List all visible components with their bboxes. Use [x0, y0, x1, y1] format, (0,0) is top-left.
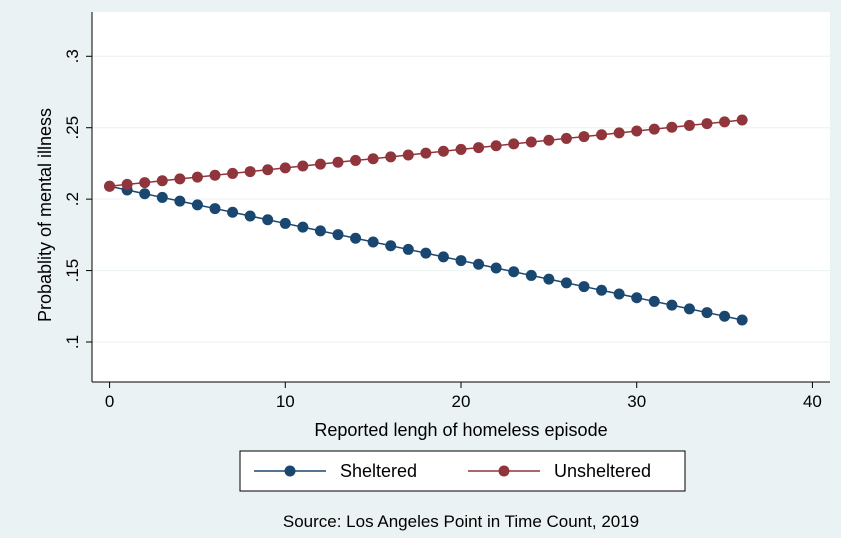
data-point-sheltered	[139, 188, 151, 200]
data-point-unsheltered	[314, 158, 326, 170]
data-point-sheltered	[367, 236, 379, 248]
x-tick-label: 40	[803, 392, 822, 411]
data-point-unsheltered	[191, 171, 203, 183]
data-point-unsheltered	[209, 169, 221, 181]
data-point-sheltered	[332, 229, 344, 241]
data-point-unsheltered	[104, 180, 116, 192]
data-point-sheltered	[227, 206, 239, 218]
data-point-unsheltered	[525, 136, 537, 148]
data-point-sheltered	[174, 195, 186, 207]
data-point-unsheltered	[121, 178, 133, 190]
data-point-sheltered	[279, 217, 291, 229]
plot-area	[92, 12, 830, 382]
data-point-unsheltered	[262, 164, 274, 176]
data-point-unsheltered	[420, 147, 432, 159]
data-point-sheltered	[736, 314, 748, 326]
axes: .1 .15 .2 .25 .3 0 10 20 30 40	[63, 12, 830, 411]
data-point-unsheltered	[297, 160, 309, 172]
data-point-unsheltered	[350, 154, 362, 166]
data-point-sheltered	[490, 262, 502, 274]
data-point-unsheltered	[596, 129, 608, 141]
data-point-unsheltered	[701, 118, 713, 130]
x-tick-label: 10	[276, 392, 295, 411]
data-point-sheltered	[525, 269, 537, 281]
y-tick-label: .2	[63, 192, 82, 206]
data-point-sheltered	[385, 240, 397, 252]
data-point-sheltered	[314, 225, 326, 237]
y-tick-label: .15	[63, 259, 82, 283]
data-point-sheltered	[191, 199, 203, 211]
data-point-unsheltered	[367, 153, 379, 165]
data-point-sheltered	[683, 303, 695, 315]
source-note: Source: Los Angeles Point in Time Count,…	[283, 512, 639, 531]
data-point-sheltered	[560, 277, 572, 289]
data-point-unsheltered	[560, 132, 572, 144]
data-point-sheltered	[648, 295, 660, 307]
data-point-sheltered	[244, 210, 256, 222]
legend-marker-unsheltered	[498, 465, 510, 477]
data-point-sheltered	[666, 299, 678, 311]
data-point-sheltered	[402, 243, 414, 255]
data-point-unsheltered	[508, 138, 520, 150]
data-point-sheltered	[508, 266, 520, 278]
y-axis-label: Probablity of mental illness	[35, 108, 55, 322]
data-point-unsheltered	[279, 162, 291, 174]
data-point-sheltered	[455, 255, 467, 267]
data-point-unsheltered	[174, 173, 186, 185]
data-point-sheltered	[596, 284, 608, 296]
data-point-unsheltered	[455, 143, 467, 155]
data-point-unsheltered	[543, 134, 555, 146]
data-point-unsheltered	[736, 114, 748, 126]
data-point-unsheltered	[156, 175, 168, 187]
data-point-sheltered	[420, 247, 432, 259]
data-point-sheltered	[437, 251, 449, 263]
y-tick-label: .1	[63, 335, 82, 349]
data-point-unsheltered	[683, 119, 695, 131]
data-point-unsheltered	[139, 177, 151, 189]
x-tick-label: 30	[627, 392, 646, 411]
data-point-sheltered	[156, 191, 168, 203]
data-point-unsheltered	[244, 166, 256, 178]
data-point-unsheltered	[578, 131, 590, 143]
data-point-unsheltered	[719, 116, 731, 128]
data-point-unsheltered	[332, 156, 344, 168]
data-point-unsheltered	[490, 140, 502, 152]
y-tick-label: .25	[63, 116, 82, 140]
data-point-sheltered	[701, 307, 713, 319]
data-point-sheltered	[350, 232, 362, 244]
data-point-unsheltered	[227, 167, 239, 179]
data-point-sheltered	[543, 273, 555, 285]
data-point-unsheltered	[613, 127, 625, 139]
x-tick-label: 20	[452, 392, 471, 411]
data-point-unsheltered	[402, 149, 414, 161]
data-point-unsheltered	[437, 145, 449, 157]
data-point-unsheltered	[385, 151, 397, 163]
x-axis-label: Reported lengh of homeless episode	[314, 420, 607, 440]
gridlines	[92, 55, 830, 343]
x-tick-label: 0	[105, 392, 114, 411]
legend-label-unsheltered: Unsheltered	[554, 461, 651, 481]
legend-label-sheltered: Sheltered	[340, 461, 417, 481]
data-point-sheltered	[297, 221, 309, 233]
data-point-sheltered	[613, 288, 625, 300]
data-point-sheltered	[631, 292, 643, 304]
data-point-sheltered	[209, 203, 221, 215]
data-point-unsheltered	[648, 123, 660, 135]
legend: Sheltered Unsheltered	[239, 450, 686, 492]
data-point-sheltered	[719, 310, 731, 322]
data-point-sheltered	[473, 258, 485, 270]
series-layer	[104, 114, 748, 326]
data-point-unsheltered	[631, 125, 643, 137]
data-point-sheltered	[262, 214, 274, 226]
data-point-unsheltered	[473, 142, 485, 154]
y-tick-label: .3	[63, 49, 82, 63]
data-point-sheltered	[578, 281, 590, 293]
legend-marker-sheltered	[284, 465, 296, 477]
data-point-unsheltered	[666, 121, 678, 133]
